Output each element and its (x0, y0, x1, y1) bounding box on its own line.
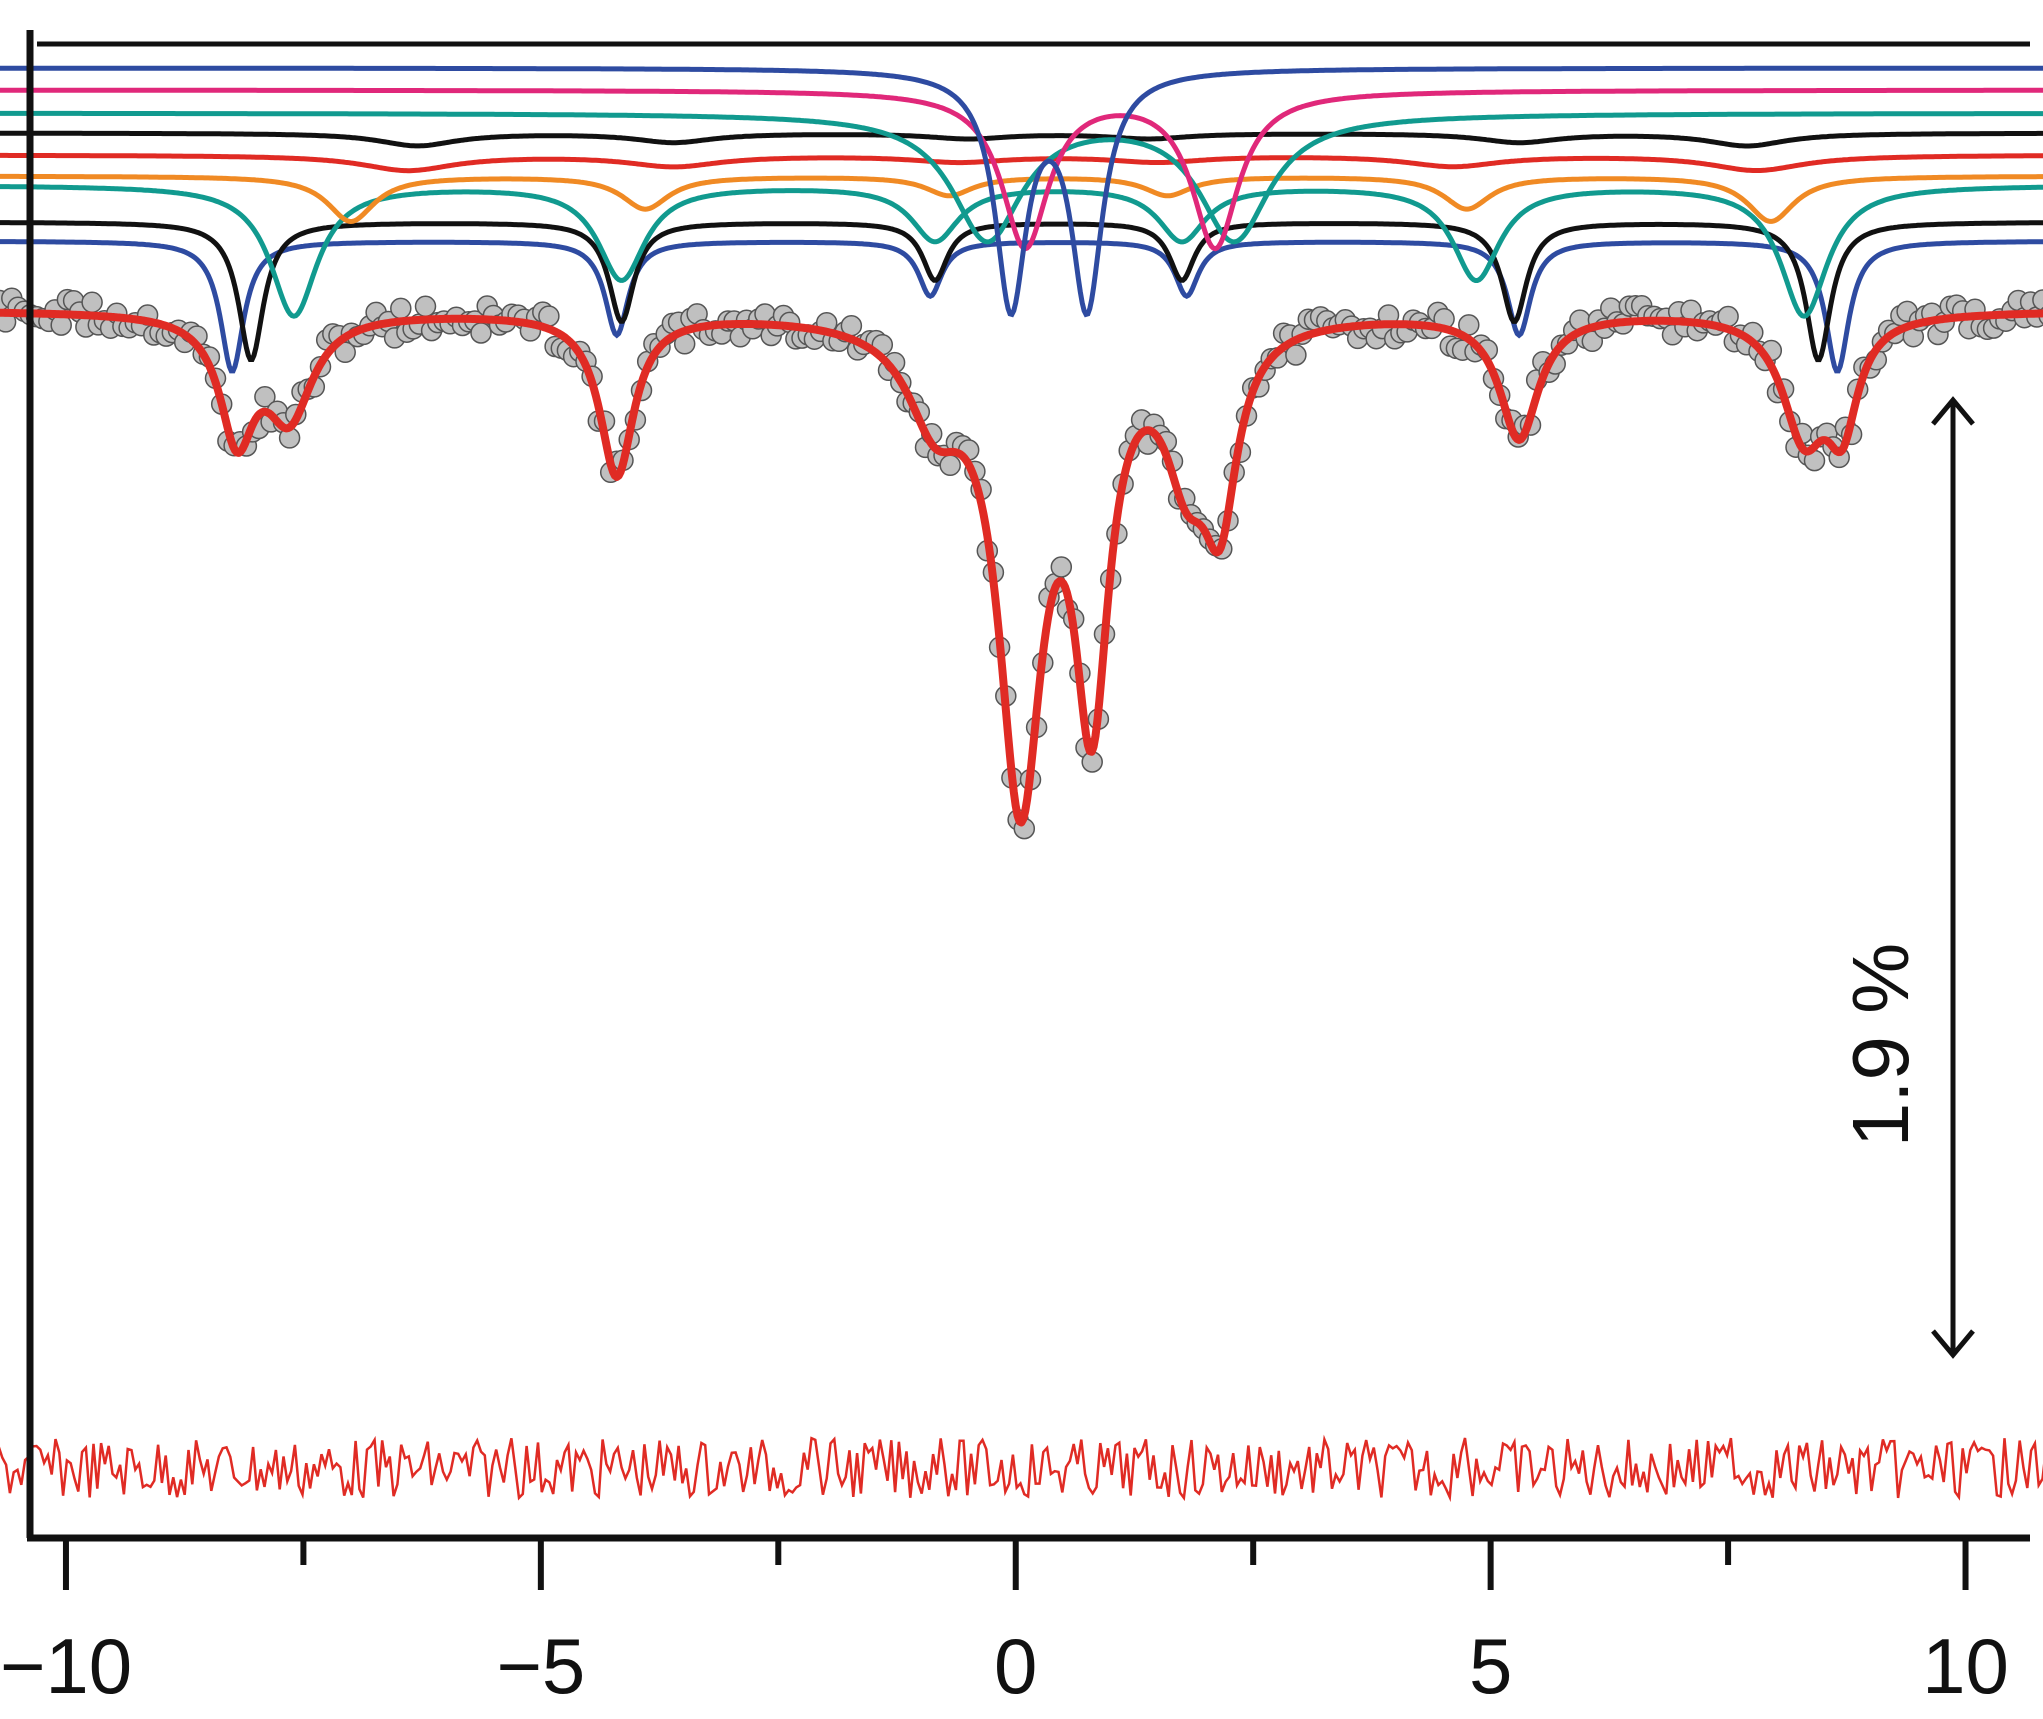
x-tick-label: 5 (1469, 1622, 1512, 1710)
component-curve-2 (0, 220, 2043, 363)
total-fit-layer (0, 308, 2043, 827)
data-point (81, 291, 103, 314)
residual-curve (0, 1434, 2043, 1503)
total-fit-curve (0, 308, 2043, 827)
data-point (1050, 556, 1073, 578)
scale-bar-arrow-bottom (1931, 1329, 1975, 1359)
data-point (470, 322, 492, 344)
scale-bar-label: 1.9 % (1836, 943, 1925, 1148)
x-tick-label: 10 (1922, 1622, 2009, 1710)
component-curve-1 (0, 239, 2043, 374)
x-tick-label: 0 (994, 1622, 1037, 1710)
x-axis-ticks: −10 −5 0 5 10 (0, 1538, 2009, 1710)
x-tick-label: −10 (0, 1622, 132, 1710)
data-point (390, 297, 412, 320)
scale-bar-arrow-top (1931, 396, 1975, 426)
x-tick-label: −5 (496, 1622, 585, 1710)
scale-bar: 1.9 % (1836, 396, 1975, 1359)
component-curve-9 (0, 65, 2043, 318)
data-point (939, 454, 961, 477)
data-point (1285, 344, 1307, 366)
component-curve-7 (0, 110, 2043, 245)
data-point (254, 386, 276, 408)
data-point (334, 341, 356, 364)
component-curve-6 (0, 130, 2043, 149)
component-curve-8 (0, 87, 2043, 252)
residual-layer (0, 1434, 2043, 1503)
component-curves (0, 65, 2043, 374)
